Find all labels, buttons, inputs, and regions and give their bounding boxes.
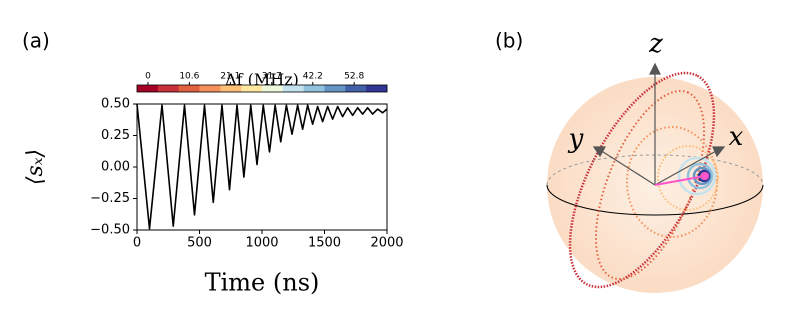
equator-back: [546, 154, 764, 186]
x-tick-label: 500: [187, 236, 212, 251]
x-tick-label: 1500: [308, 236, 341, 251]
y-tick-label: 0.50: [101, 97, 130, 112]
bloch-sphere: [546, 62, 764, 293]
plot-frame: [136, 103, 388, 231]
panel-label: (b): [495, 29, 523, 53]
trajectory: [686, 162, 714, 190]
equator-front: [546, 184, 764, 216]
y-tick-label: 0.25: [101, 128, 130, 143]
colorbar-tick-label: 10.6: [179, 72, 199, 82]
x-axis: [654, 149, 719, 186]
colorbar-segment: [241, 85, 263, 92]
trajectory: [594, 89, 706, 281]
colorbar-segment: [178, 85, 200, 92]
colorbar-segment: [220, 85, 242, 92]
arrowhead: [592, 146, 607, 158]
trajectory: [568, 71, 716, 289]
state-point: [701, 172, 709, 180]
colorbar-label: Δf (MHz): [225, 70, 299, 89]
colorbar-segment: [345, 85, 367, 92]
x-tick-label: 2000: [370, 236, 403, 251]
colorbar-tick-label: 52.8: [344, 72, 364, 82]
axis-label: z: [648, 29, 663, 59]
colorbar-segment: [366, 85, 388, 92]
state-vector: [654, 175, 706, 186]
y-tick-label: 0.00: [101, 160, 130, 175]
colorbar-tick-label: 0: [145, 72, 151, 82]
y-axis-label: ⟨sₓ⟩: [23, 149, 48, 185]
colorbar-segment: [157, 85, 179, 92]
x-tick-label: 1000: [245, 236, 278, 251]
x-tick-label: 0: [133, 236, 141, 251]
colorbar-segment: [199, 85, 221, 92]
colorbar-frame: [136, 84, 388, 93]
colorbar-tick-label: 21.1: [220, 72, 240, 82]
y-tick-label: −0.50: [90, 223, 130, 238]
y-tick-label: −0.25: [90, 191, 130, 206]
series-line: [136, 103, 388, 230]
axis-label: y: [568, 124, 584, 154]
trajectory: [677, 156, 717, 196]
colorbar-segment: [282, 85, 304, 92]
colorbar-segment: [262, 85, 284, 92]
colorbar-segment: [137, 85, 159, 92]
y-axis: [599, 149, 656, 186]
colorbar-segment: [324, 85, 346, 92]
x-axis-label: Time (ns): [205, 269, 320, 297]
colorbar-tick-label: 31.7: [262, 72, 282, 82]
panel-label: (a): [22, 29, 50, 53]
arrowhead: [712, 146, 726, 158]
colorbar-segment: [303, 85, 325, 92]
colorbar-tick-label: 42.2: [303, 72, 323, 82]
arrowhead: [649, 62, 661, 75]
axis-label: x: [729, 122, 744, 152]
trajectory: [657, 145, 719, 211]
